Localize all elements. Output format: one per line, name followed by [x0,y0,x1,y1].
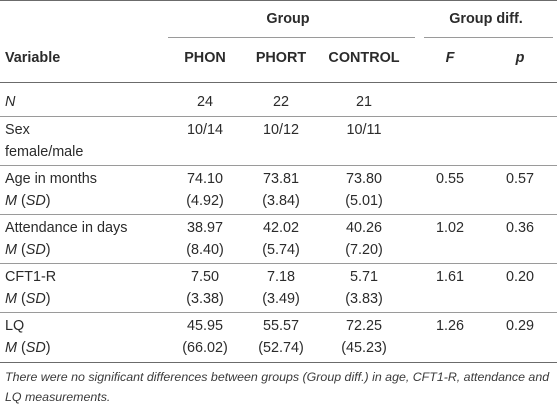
p-value: 0.57 [505,171,535,187]
row-sublabel: M (SD) [5,291,51,307]
p-value: 0.29 [505,318,535,334]
p-value: 0.36 [505,220,535,236]
mean-symbol: M [5,193,17,209]
row-divider [0,165,557,166]
sd-symbol: SD [25,291,46,307]
control-value: 73.80 [345,171,383,187]
control-value: 21 [355,94,373,110]
phort-value: 42.02 [262,220,300,236]
sd-symbol: SD [25,193,46,209]
p-value: 0.20 [505,269,535,285]
control-header: CONTROL [328,50,400,66]
bottom-rule [0,362,557,363]
row-label: LQ [5,318,25,334]
row-label: Attendance in days [5,220,128,236]
phon-value: 38.97 [186,220,224,236]
p-header: p [515,50,525,66]
phon-sd: (66.02) [182,340,228,356]
row-divider [0,263,557,264]
phon-header: PHON [184,50,226,66]
control-sd: (45.23) [341,340,387,356]
mean-symbol: M [5,340,17,356]
control-value: 5.71 [349,269,379,285]
phon-value: 74.10 [186,171,224,187]
f-value: 1.26 [435,318,465,334]
f-value: 0.55 [435,171,465,187]
control-value: 72.25 [345,318,383,334]
mean-symbol: M [5,242,17,258]
control-sd: (3.83) [345,291,383,307]
row-label: N [5,94,16,110]
f-header: F [445,50,455,66]
phort-sd: (3.49) [262,291,300,307]
mean-symbol: M [5,291,17,307]
phon-sd: (8.40) [186,242,224,258]
phort-sd: (52.74) [258,340,304,356]
phort-value: 10/12 [262,122,300,138]
sd-symbol: SD [25,242,46,258]
phort-sd: (5.74) [262,242,300,258]
row-divider [0,116,557,117]
variable-header: Variable [5,50,61,66]
row-divider [0,312,557,313]
phon-sd: (3.38) [186,291,224,307]
top-rule [0,0,557,1]
phort-header: PHORT [255,50,307,66]
phort-value: 7.18 [266,269,296,285]
row-sublabel: M (SD) [5,340,51,356]
row-label: Sex [5,122,30,138]
group-diff-underline [424,37,553,38]
control-value: 10/11 [346,122,382,138]
phort-value: 22 [272,94,290,110]
row-divider [0,214,557,215]
phon-value: 10/14 [186,122,224,138]
control-sd: (5.01) [345,193,383,209]
phon-value: 24 [196,94,214,110]
control-sd: (7.20) [345,242,383,258]
row-sublabel: M (SD) [5,242,51,258]
header-rule [0,82,557,83]
phort-value: 55.57 [262,318,300,334]
row-sublabel: M (SD) [5,193,51,209]
group-underline [168,37,415,38]
row-sublabel: female/male [5,144,84,160]
phon-value: 7.50 [190,269,220,285]
phort-sd: (3.84) [262,193,300,209]
table-footnote: There were no significant differences be… [5,370,550,404]
group-header: Group [266,11,310,27]
sd-symbol: SD [25,340,46,356]
phon-sd: (4.92) [186,193,224,209]
f-value: 1.02 [435,220,465,236]
group-diff-header: Group diff. [449,11,523,27]
phort-value: 73.81 [262,171,300,187]
phon-value: 45.95 [186,318,224,334]
row-label: CFT1-R [5,269,57,285]
row-label: Age in months [5,171,97,187]
f-value: 1.61 [435,269,465,285]
control-value: 40.26 [345,220,383,236]
